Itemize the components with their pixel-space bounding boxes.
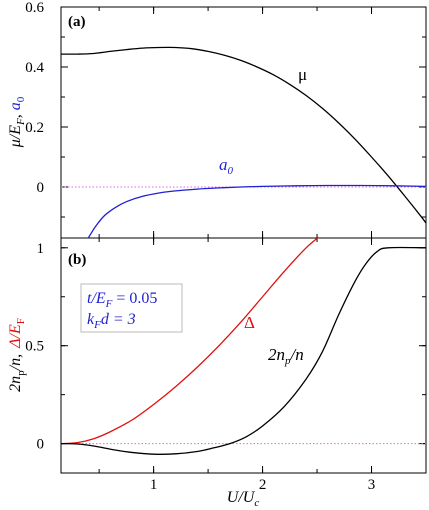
x-axis-label: U/Uc [227,489,260,509]
x-tick-label: 3 [368,477,376,493]
annotation-2np: 2np/n [268,345,304,367]
parameter-line-1: t/EF = 0.05 [87,290,157,310]
annotation-a0: a0 [219,155,234,177]
y-tick-label: 0 [37,180,45,196]
series-line-a- [87,184,426,238]
y-tick-label: 0.6 [25,0,44,16]
panel-b-ticks: 1 0.5 0 1 2 3 [25,238,427,493]
panel-a-ticks: 0.6 0.4 0.2 0 [25,0,427,238]
series-line-- [61,46,426,224]
parameter-box [80,283,183,333]
panel-b-ylabel: 2np/n,Δ/EF [7,318,27,392]
y-tick-label: 1 [37,241,45,257]
y-tick-label: 0.5 [25,339,44,355]
parameter-line-2: kFd = 3 [87,311,136,331]
panel-b-frame [60,237,427,474]
y-tick-label: 0.2 [25,120,44,136]
panel-a-ylabel: μ/EF,a0 [7,96,27,148]
annotation-mu: μ [298,65,307,84]
y-tick-label: 0 [37,437,45,453]
series-line-- [61,238,319,445]
annotation-delta: Δ [244,313,255,332]
series-line-2n-p-n [61,246,426,455]
panel-b-series [61,238,426,455]
panel-a-series [61,46,426,238]
panel-a-frame [60,6,427,239]
panel-b-label: (b) [68,252,86,268]
x-tick-label: 1 [150,477,158,493]
y-tick-label: 0.4 [25,60,44,76]
x-tick-label: 2 [259,477,267,493]
panel-a-label: (a) [68,14,86,30]
